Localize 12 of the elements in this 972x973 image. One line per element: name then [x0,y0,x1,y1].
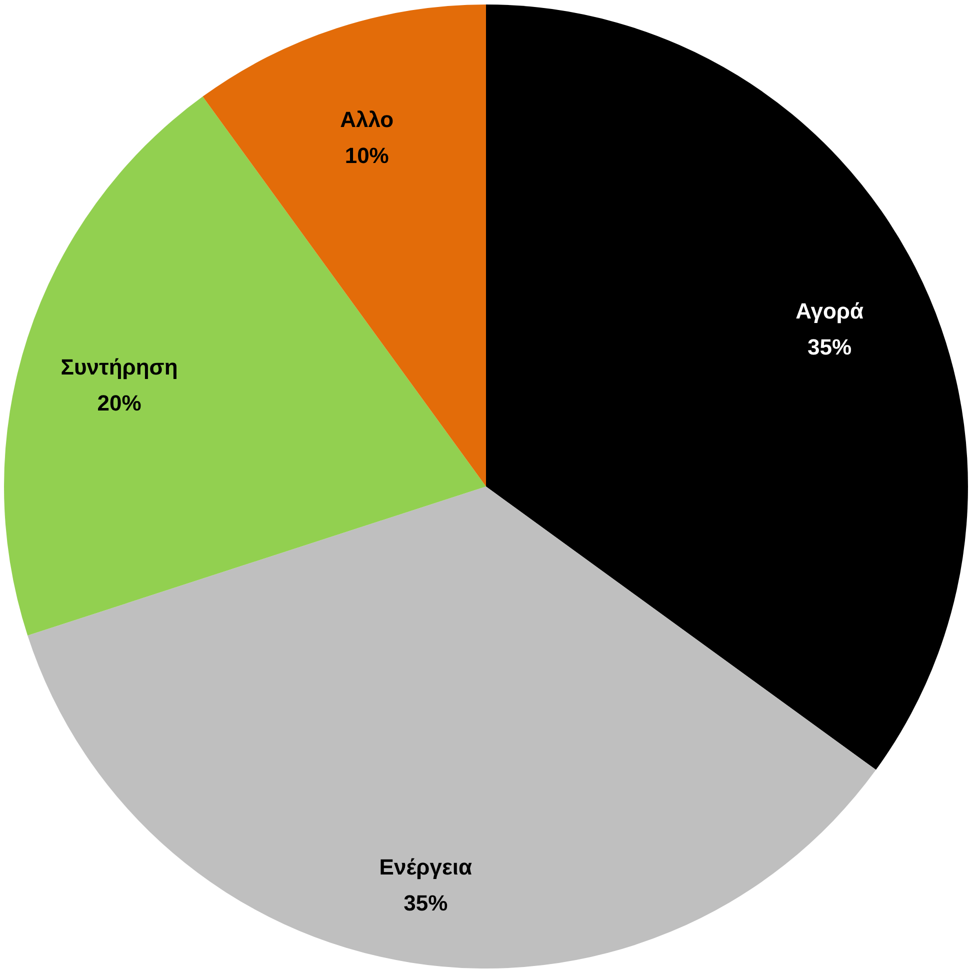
pie-slice [4,96,486,636]
data-label: 35% [808,334,852,360]
slice-label: Αγορά [796,298,864,324]
data-label: 20% [97,390,142,416]
data-label: 10% [344,142,389,168]
pie-slice [202,4,486,486]
slice-label: Συντήρηση [60,354,178,380]
data-label: 35% [404,890,448,916]
pie-slice [486,4,968,770]
slice-label: Αλλο [340,106,394,132]
pie-slice [28,486,876,968]
slice-label: Ενέργεια [379,854,473,880]
